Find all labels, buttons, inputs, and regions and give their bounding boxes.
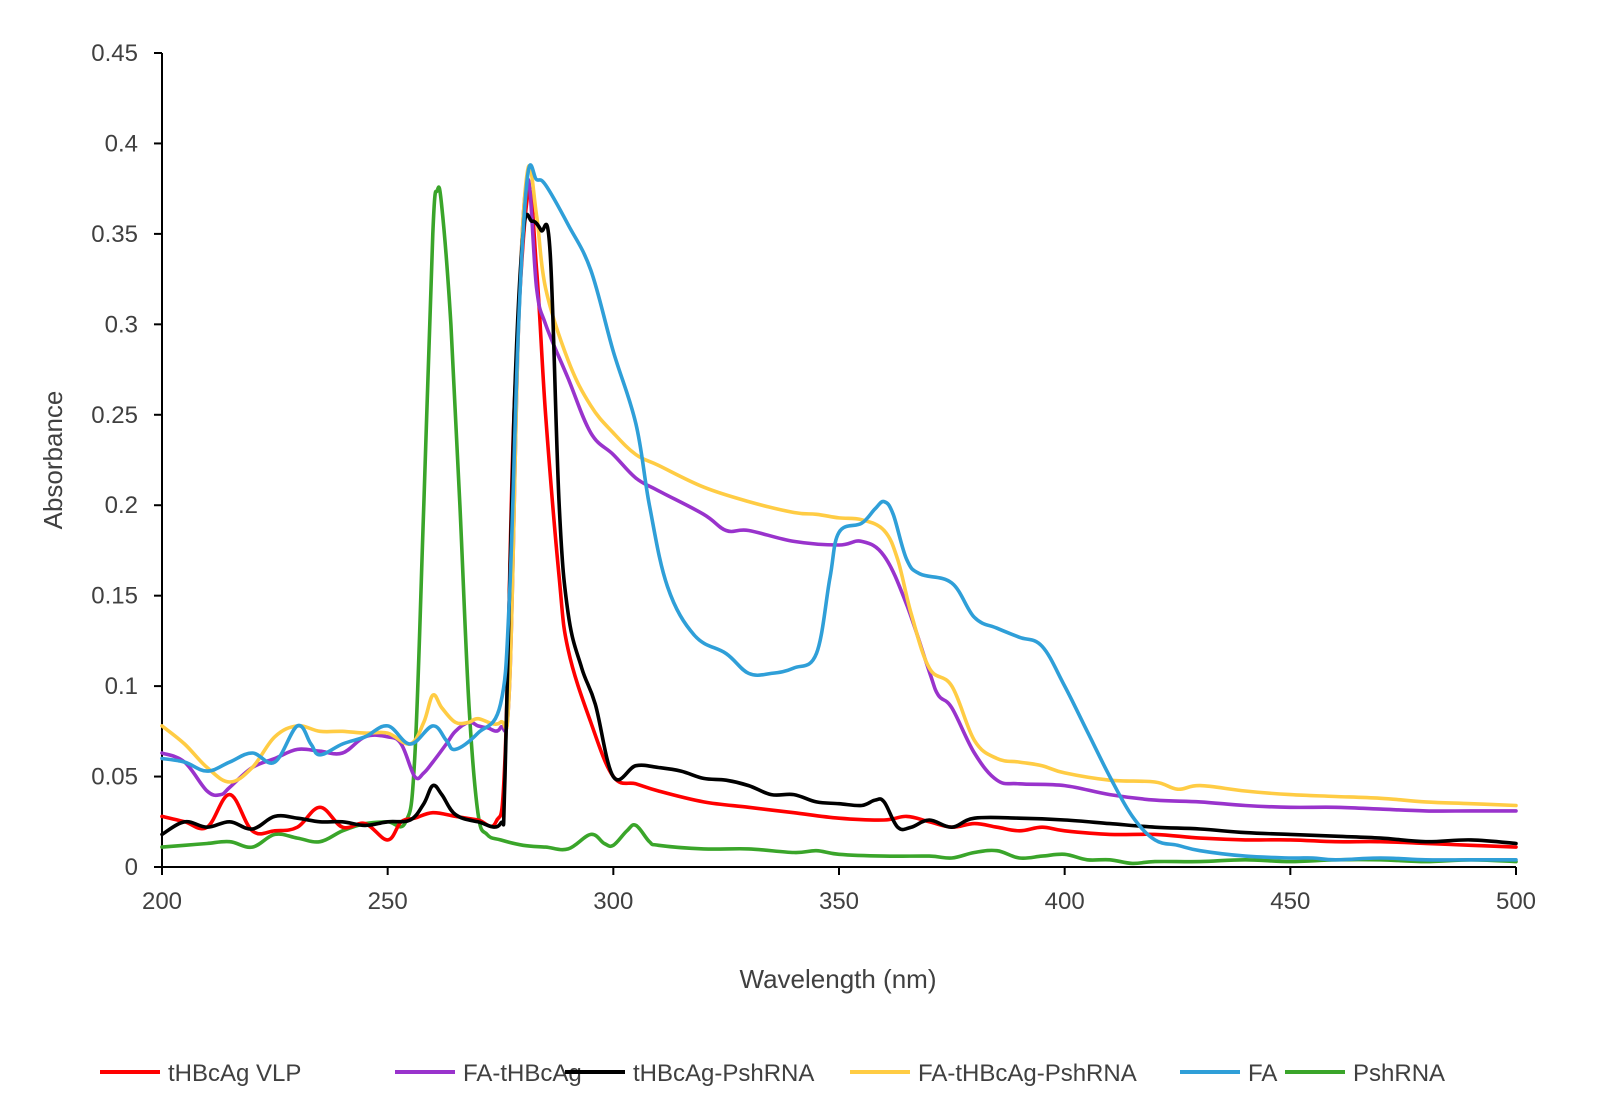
y-tick-label: 0 (125, 854, 138, 881)
x-tick-label: 450 (1270, 888, 1310, 915)
x-tick-label: 250 (368, 888, 408, 915)
x-tick-label: 200 (142, 888, 182, 915)
series-lines (160, 163, 1518, 866)
x-tick-label: 500 (1496, 888, 1536, 915)
y-tick-label: 0.45 (91, 40, 138, 67)
y-tick-label: 0.1 (105, 673, 138, 700)
legend-label: PshRNA (1353, 1060, 1445, 1087)
y-axis-title: Absorbance (38, 391, 68, 530)
x-tick-label: 350 (819, 888, 859, 915)
y-tick-label: 0.05 (91, 764, 138, 791)
y-tick-label: 0.3 (105, 311, 138, 338)
y-tick-label: 0.4 (105, 130, 138, 157)
y-tick-label: 0.2 (105, 492, 138, 519)
series-line-fa-thbcag (160, 177, 1518, 813)
y-tick-label: 0.35 (91, 221, 138, 248)
legend: tHBcAg VLP FA-tHBcAg tHBcAg-PshRNA FA-tHBcA… (100, 1060, 1445, 1087)
x-tick-label: 400 (1045, 888, 1085, 915)
legend-item-fa-thbcag: FA-tHBcAg (395, 1060, 582, 1087)
series-line-thbcag-pshrna (160, 212, 1518, 846)
series-line-fa-thbcag-pshrna (160, 163, 1518, 808)
y-tick-label: 0.15 (91, 583, 138, 610)
legend-item-thbcag-pshrna: tHBcAg-PshRNA (565, 1060, 814, 1087)
legend-label: tHBcAg-PshRNA (633, 1060, 814, 1087)
series-line-thbcag-vlp (160, 187, 1518, 849)
legend-item-pshrna: PshRNA (1285, 1060, 1445, 1087)
x-tick-label: 300 (593, 888, 633, 915)
series-line-pshrna (160, 185, 1518, 866)
legend-label: tHBcAg VLP (168, 1060, 301, 1087)
legend-label: FA-tHBcAg-PshRNA (918, 1060, 1137, 1087)
axes: 0 0.05 0.1 0.15 0.2 0.25 0.3 0.35 0.4 0.45 200 250 3… (91, 40, 1536, 915)
legend-item-fa: FA (1180, 1060, 1277, 1087)
legend-label: FA-tHBcAg (463, 1060, 582, 1087)
legend-item-fa-thbcag-pshrna: FA-tHBcAg-PshRNA (850, 1060, 1137, 1087)
legend-item-thbcag-vlp: tHBcAg VLP (100, 1060, 301, 1087)
x-axis-title: Wavelength (nm) (740, 964, 937, 994)
series-line-fa (160, 163, 1518, 862)
legend-label: FA (1248, 1060, 1277, 1087)
y-tick-label: 0.25 (91, 402, 138, 429)
